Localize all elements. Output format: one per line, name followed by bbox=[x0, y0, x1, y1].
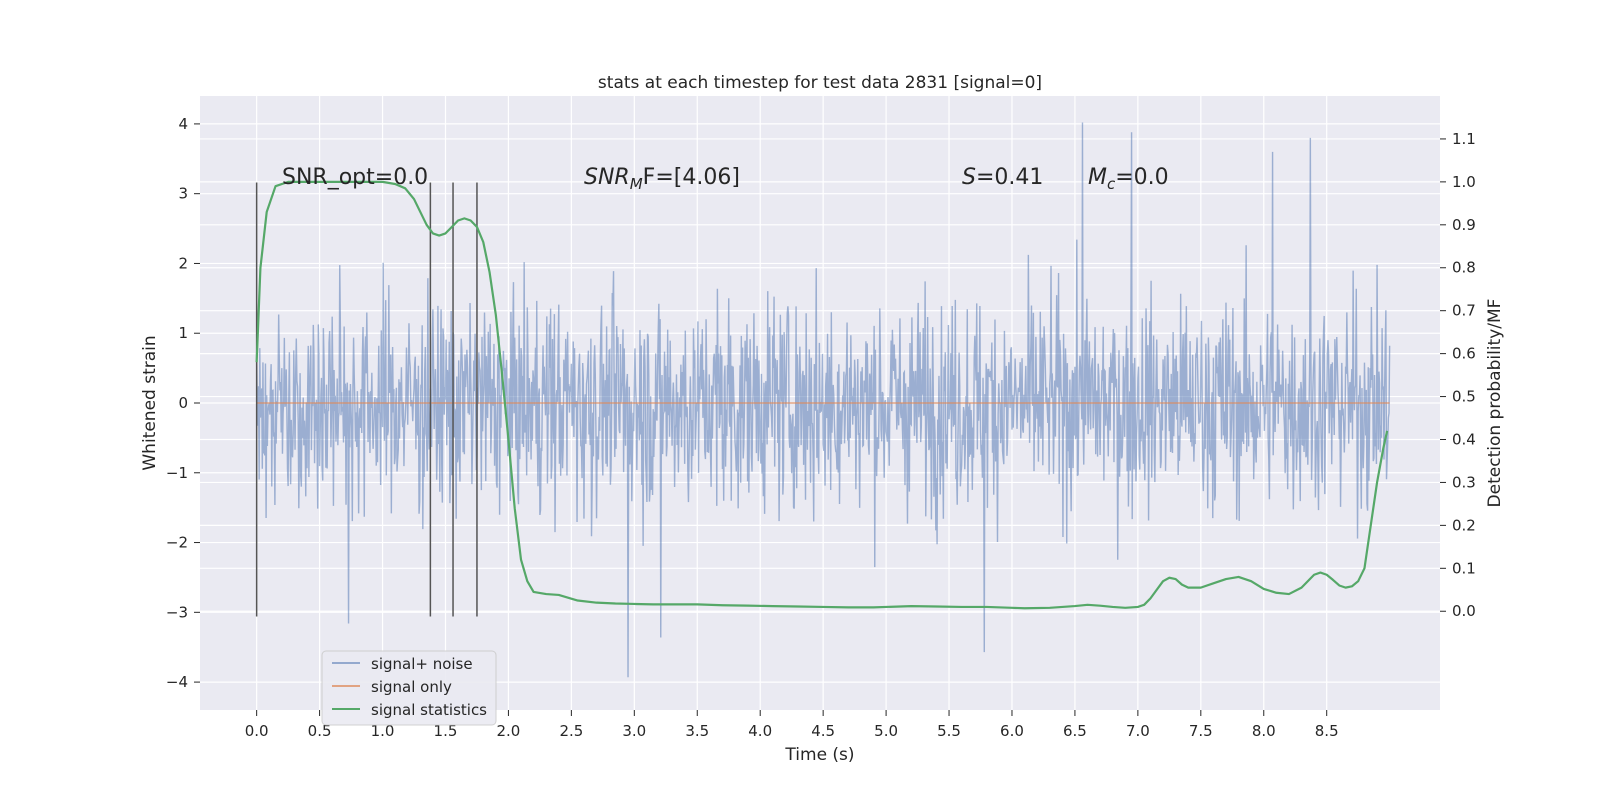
y-tick-label: −2 bbox=[166, 534, 188, 552]
x-tick-label: 2.0 bbox=[496, 722, 520, 740]
annotation-mc-label: M bbox=[1088, 165, 1107, 190]
legend-label-signal-statistics: signal statistics bbox=[371, 701, 487, 719]
y-tick-label: 3 bbox=[178, 185, 188, 203]
legend: signal+ noise signal only signal statist… bbox=[321, 650, 497, 726]
annotation-snr-opt: SNR_opt=0.0 bbox=[282, 165, 428, 190]
annotation-snr-mf-sub: M bbox=[630, 175, 643, 193]
x-tick-label: 6.0 bbox=[1000, 722, 1024, 740]
y-tick-label-right: 0.8 bbox=[1452, 259, 1476, 277]
x-tick-label: 5.0 bbox=[874, 722, 898, 740]
annotation-snr-mf: SNRMF=[4.06] bbox=[584, 165, 740, 193]
chart-title: stats at each timestep for test data 283… bbox=[598, 73, 1042, 93]
x-tick-label: 0.0 bbox=[245, 722, 269, 740]
y-tick-label-right: 0.9 bbox=[1452, 216, 1476, 234]
y-tick-label: 0 bbox=[178, 394, 188, 412]
series-signal-noise bbox=[255, 122, 1391, 678]
annotation-mc-value: =0.0 bbox=[1115, 165, 1168, 190]
x-tick-label: 1.5 bbox=[434, 722, 458, 740]
y-tick-label-right: 0.7 bbox=[1452, 302, 1476, 320]
y-ticks-left: 4 3 2 1 0 −1 −2 −3 −4 bbox=[166, 115, 200, 691]
y-tick-label-right: 0.0 bbox=[1452, 602, 1476, 620]
annotation-mc-sub: c bbox=[1107, 175, 1116, 193]
signal-statistics-line bbox=[255, 180, 1389, 610]
x-tick-label: 3.5 bbox=[685, 722, 709, 740]
x-tick-label: 3.0 bbox=[622, 722, 646, 740]
annotation-snr-mf-label: SNR bbox=[584, 165, 630, 190]
y-tick-label: −1 bbox=[166, 464, 188, 482]
y-tick-label-right: 1.1 bbox=[1452, 130, 1476, 148]
legend-label-signal-only: signal only bbox=[371, 678, 452, 696]
x-tick-label: 4.5 bbox=[811, 722, 835, 740]
y-axis-label-right: Detection probability/MF bbox=[1485, 299, 1505, 508]
x-tick-label: 0.5 bbox=[308, 722, 332, 740]
x-tick-label: 8.5 bbox=[1315, 722, 1339, 740]
annotation-s: S=0.41 bbox=[962, 165, 1043, 190]
y-tick-label-right: 0.6 bbox=[1452, 345, 1476, 363]
legend-box bbox=[321, 650, 497, 726]
y-tick-label-right: 0.1 bbox=[1452, 559, 1476, 577]
x-tick-label: 7.0 bbox=[1126, 722, 1150, 740]
y-tick-label-right: 0.4 bbox=[1452, 430, 1476, 448]
y-tick-label: −3 bbox=[166, 603, 188, 621]
y-tick-label-right: 0.5 bbox=[1452, 388, 1476, 406]
y-tick-label: 4 bbox=[178, 115, 188, 133]
y-ticks-right: 1.1 1.0 0.9 0.8 0.7 0.6 0.5 0.4 0.3 0.2 0.1 0.0 bbox=[1440, 130, 1476, 620]
y-tick-label: −4 bbox=[166, 673, 188, 691]
vertical-markers bbox=[255, 182, 478, 617]
y-tick-label-right: 1.0 bbox=[1452, 173, 1476, 191]
annotation-s-value: =0.41 bbox=[976, 165, 1043, 190]
x-tick-label: 7.5 bbox=[1189, 722, 1213, 740]
y-axis-label: Whitened strain bbox=[140, 335, 160, 470]
legend-label-signal-noise: signal+ noise bbox=[371, 655, 473, 673]
annotation-mc: Mc=0.0 bbox=[1088, 165, 1169, 193]
x-axis-label: Time (s) bbox=[784, 745, 854, 765]
y-tick-label-right: 0.2 bbox=[1452, 516, 1476, 534]
annotation-snr-mf-value: F=[4.06] bbox=[643, 165, 740, 190]
x-tick-label: 2.5 bbox=[559, 722, 583, 740]
signal-noise-line bbox=[255, 122, 1391, 678]
y-tick-label: 2 bbox=[178, 254, 188, 272]
x-tick-label: 6.5 bbox=[1063, 722, 1087, 740]
series-signal-statistics bbox=[255, 180, 1389, 610]
y-tick-label-right: 0.3 bbox=[1452, 473, 1476, 491]
annotation-s-label: S bbox=[962, 165, 976, 190]
x-tick-label: 5.5 bbox=[937, 722, 961, 740]
x-tick-label: 1.0 bbox=[371, 722, 395, 740]
x-tick-label: 8.0 bbox=[1252, 722, 1276, 740]
x-ticks: 0.0 0.5 1.0 1.5 2.0 2.5 3.0 3.5 4.0 4.5 5.0 5.5 6.0 6… bbox=[245, 710, 1339, 740]
y-tick-label: 1 bbox=[178, 324, 188, 342]
x-tick-label: 4.0 bbox=[748, 722, 772, 740]
